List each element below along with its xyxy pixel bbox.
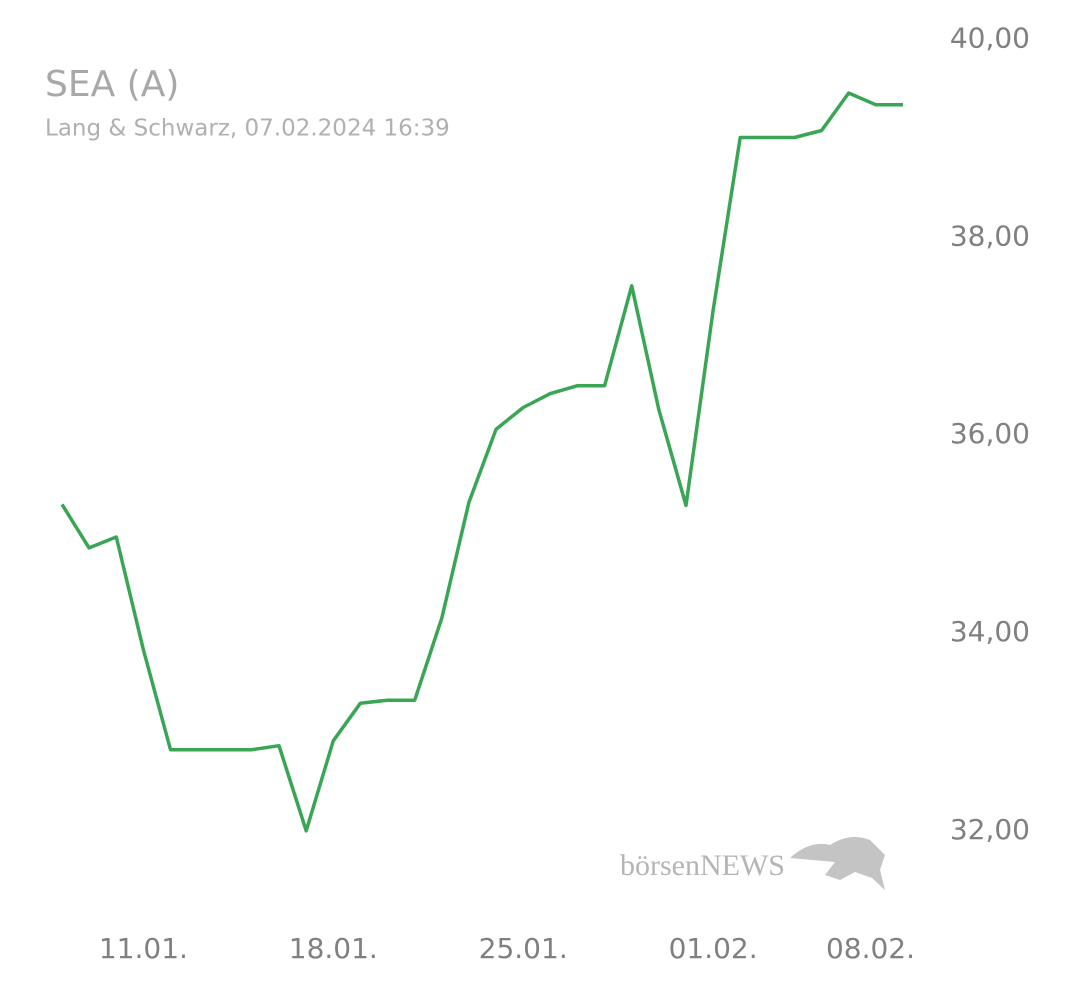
chart-title: SEA (A) xyxy=(45,64,179,105)
price-line xyxy=(60,91,903,833)
watermark-logo xyxy=(790,836,885,890)
y-tick-label: 34,00 xyxy=(950,615,1030,648)
y-tick-label: 36,00 xyxy=(950,417,1030,450)
y-tick-label: 32,00 xyxy=(950,813,1030,846)
x-tick-label: 01.02. xyxy=(669,932,758,965)
x-tick-label: 11.01. xyxy=(99,932,188,965)
chart-subtitle: Lang & Schwarz, 07.02.2024 16:39 xyxy=(45,116,450,142)
x-tick-label: 25.01. xyxy=(479,932,568,965)
x-tick-label: 08.02. xyxy=(826,932,915,965)
watermark: börsenNEWS xyxy=(620,849,785,882)
y-tick-label: 38,00 xyxy=(950,219,1030,252)
x-tick-label: 18.01. xyxy=(289,932,378,965)
y-tick-label: 40,00 xyxy=(950,22,1030,55)
